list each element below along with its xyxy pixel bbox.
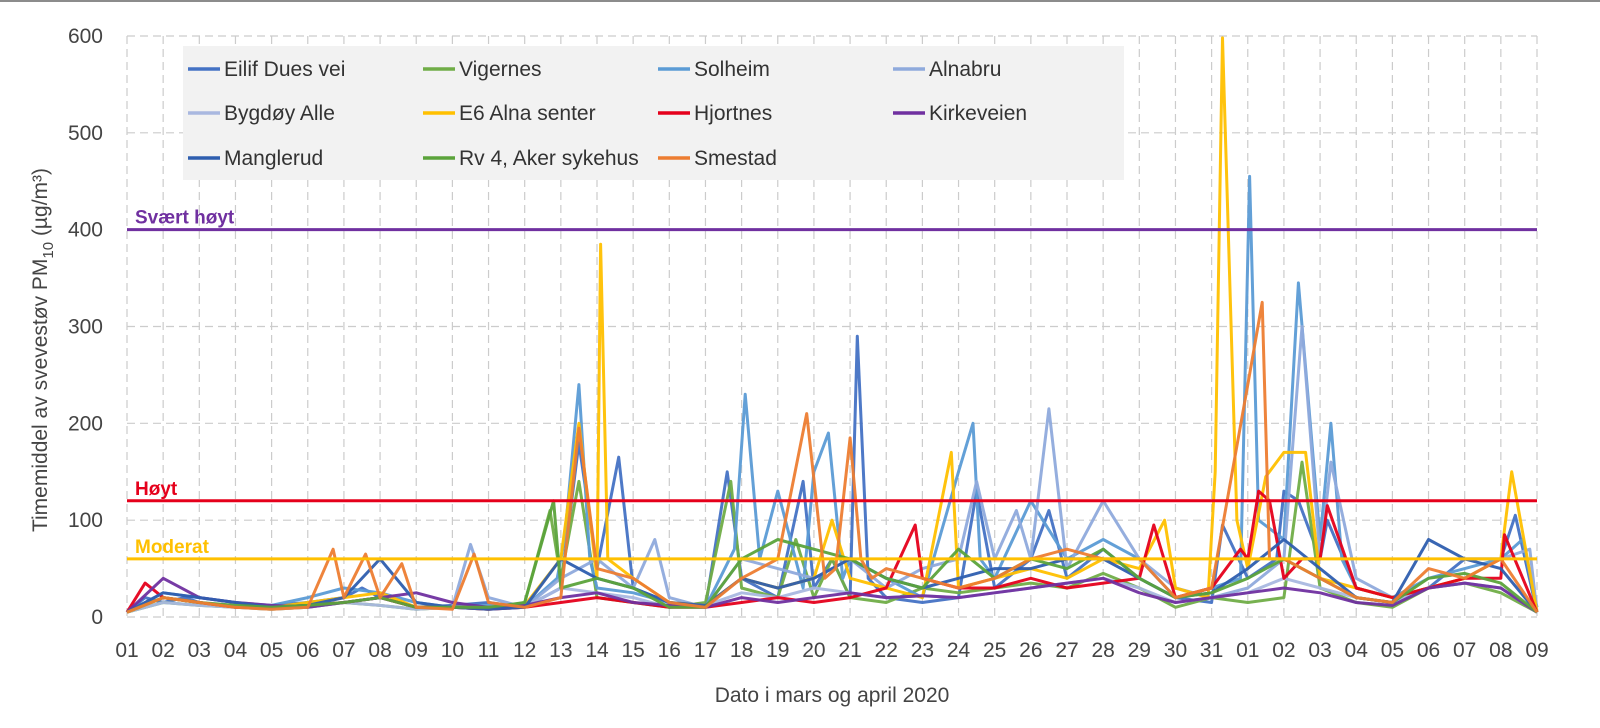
x-axis-title: Dato i mars og april 2020 xyxy=(715,684,950,707)
x-tick-label: 06 xyxy=(296,639,319,662)
y-tick-label: 0 xyxy=(91,606,103,629)
x-tick-label: 29 xyxy=(1128,639,1151,662)
x-tick-label: 13 xyxy=(549,639,572,662)
x-tick-label: 26 xyxy=(1019,639,1042,662)
y-axis-title-subscript: 10 xyxy=(40,242,57,259)
y-tick-label: 100 xyxy=(68,509,103,532)
x-tick-label: 17 xyxy=(694,639,717,662)
y-tick-label: 500 xyxy=(68,122,103,145)
x-tick-label: 27 xyxy=(1055,639,1078,662)
x-tick-label: 08 xyxy=(368,639,391,662)
x-tick-label: 01 xyxy=(115,639,138,662)
threshold-label: Svært høyt xyxy=(135,208,235,229)
legend-label: Solheim xyxy=(694,58,770,81)
x-tick-label: 24 xyxy=(947,639,971,662)
y-axis-title-main: Timemiddel av svevestøv PM xyxy=(29,259,52,532)
x-tick-label: 04 xyxy=(224,639,248,662)
legend-label: Rv 4, Aker sykehus xyxy=(459,147,639,170)
threshold-label: Moderat xyxy=(135,537,210,558)
x-tick-label: 19 xyxy=(766,639,789,662)
x-tick-label: 05 xyxy=(1381,639,1404,662)
legend-box xyxy=(183,46,1124,180)
x-tick-label: 10 xyxy=(441,639,464,662)
y-tick-label: 200 xyxy=(68,412,103,435)
x-tick-label: 01 xyxy=(1236,639,1259,662)
x-tick-label: 03 xyxy=(1308,639,1331,662)
threshold-label: Høyt xyxy=(135,479,178,500)
x-tick-label: 04 xyxy=(1345,639,1369,662)
legend: Eilif Dues vei Vigernes Solheim Alnabru Bygd… xyxy=(183,46,1124,180)
x-tick-label: 07 xyxy=(1453,639,1476,662)
x-tick-label: 21 xyxy=(838,639,861,662)
gridlines xyxy=(126,35,1538,618)
x-tick-label: 09 xyxy=(405,639,428,662)
legend-label: Kirkeveien xyxy=(929,102,1027,125)
legend-label: Eilif Dues vei xyxy=(224,58,345,81)
x-tick-label: 18 xyxy=(730,639,753,662)
x-tick-label: 30 xyxy=(1164,639,1187,662)
x-tick-label: 31 xyxy=(1200,639,1223,662)
y-axis-title: Timemiddel av svevestøv PM10 (µg/m³) xyxy=(29,168,57,532)
x-axis-ticks: 01 02 03 04 05 06 07 08 09 10 11 12 13 14 15 16 17 18 19 20… xyxy=(115,639,1548,662)
x-tick-label: 25 xyxy=(983,639,1006,662)
x-tick-label: 14 xyxy=(585,639,609,662)
legend-label: E6 Alna senter xyxy=(459,102,596,125)
x-tick-label: 16 xyxy=(658,639,681,662)
y-tick-label: 400 xyxy=(68,219,103,242)
series-line-smestad xyxy=(126,300,1539,614)
y-axis-ticks: 0 100 200 300 400 500 600 xyxy=(68,25,103,629)
x-tick-label: 02 xyxy=(1272,639,1295,662)
x-tick-label: 12 xyxy=(513,639,536,662)
x-tick-label: 20 xyxy=(802,639,825,662)
legend-label: Hjortnes xyxy=(694,102,772,125)
y-tick-label: 600 xyxy=(68,25,103,48)
legend-label: Bygdøy Alle xyxy=(224,102,335,125)
x-tick-label: 09 xyxy=(1525,639,1548,662)
y-tick-label: 300 xyxy=(68,316,103,339)
legend-label: Vigernes xyxy=(459,58,542,81)
threshold-lines: Svært høyt Høyt Moderat xyxy=(127,208,1537,561)
x-tick-label: 02 xyxy=(151,639,174,662)
x-tick-label: 22 xyxy=(875,639,898,662)
x-tick-label: 11 xyxy=(478,639,500,662)
legend-label: Alnabru xyxy=(929,58,1001,81)
x-tick-label: 08 xyxy=(1489,639,1512,662)
x-tick-label: 05 xyxy=(260,639,283,662)
legend-label: Smestad xyxy=(694,147,777,170)
legend-label: Manglerud xyxy=(224,147,323,170)
series-line-manglerud xyxy=(126,538,1539,614)
x-tick-label: 07 xyxy=(332,639,355,662)
y-axis-title-unit: (µg/m³) xyxy=(29,168,52,242)
series-lines xyxy=(125,36,1539,614)
x-tick-label: 15 xyxy=(621,639,644,662)
x-tick-label: 06 xyxy=(1417,639,1440,662)
x-tick-label: 28 xyxy=(1091,639,1114,662)
series-line-bygd-y-alle xyxy=(126,576,1538,614)
x-tick-label: 03 xyxy=(188,639,211,662)
x-tick-label: 23 xyxy=(911,639,934,662)
